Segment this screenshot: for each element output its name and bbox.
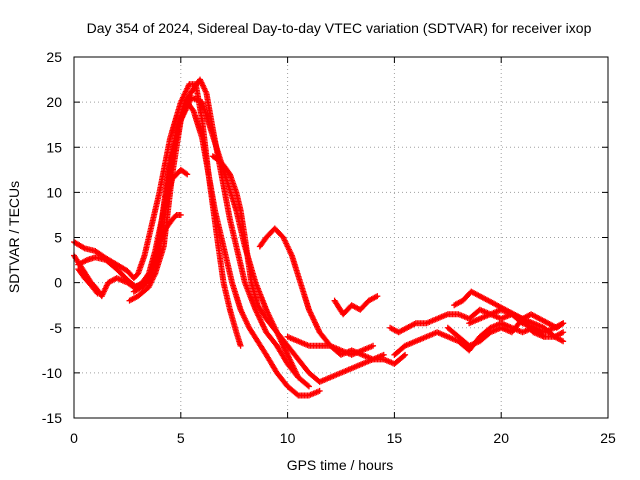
data-point: [540, 333, 547, 340]
axis-ticks: 0 5 10 15 20 25 -15 -10 -5 0 5 10 15 20 25: [42, 49, 616, 446]
data-point: [94, 290, 101, 297]
y-tick-label: 5: [54, 230, 62, 246]
x-tick-label: 0: [70, 430, 78, 446]
data-point: [80, 244, 87, 251]
data-point: [184, 171, 191, 178]
y-tick-label: -5: [50, 320, 63, 336]
y-tick-label: 25: [46, 49, 62, 65]
data-point: [380, 351, 387, 358]
x-tick-label: 5: [177, 430, 185, 446]
data-point: [560, 338, 567, 345]
data-point: [294, 391, 301, 398]
y-tick-label: 0: [54, 275, 62, 291]
y-tick-label: -15: [42, 410, 62, 426]
data-point: [316, 387, 323, 394]
data-point: [237, 342, 244, 349]
y-tick-label: 20: [46, 94, 62, 110]
y-axis-label: SDTVAR / TECUs: [6, 181, 22, 293]
data-point: [560, 320, 567, 327]
x-tick-label: 10: [280, 430, 296, 446]
data-point: [304, 382, 311, 389]
x-axis-label: GPS time / hours: [287, 457, 394, 473]
data-point: [151, 271, 158, 278]
data-point: [370, 342, 377, 349]
series-track-14: [444, 315, 567, 349]
data-point: [182, 170, 189, 177]
data-point: [295, 374, 302, 381]
chart-title: Day 354 of 2024, Sidereal Day-to-day VTE…: [87, 20, 592, 36]
data-point: [177, 211, 184, 218]
data-point: [402, 351, 409, 358]
series-track-4: [75, 266, 101, 297]
x-tick-label: 25: [600, 430, 616, 446]
data-point: [558, 321, 565, 328]
x-tick-label: 20: [493, 430, 509, 446]
x-tick-label: 15: [387, 430, 403, 446]
y-tick-label: 10: [46, 184, 62, 200]
grid-lines: [74, 57, 608, 418]
series-track-16: [466, 306, 547, 340]
data-point: [400, 352, 407, 359]
y-tick-label: -10: [42, 365, 62, 381]
series-track-15: [451, 288, 567, 331]
series-track-10: [284, 333, 377, 358]
y-tick-label: 15: [46, 139, 62, 155]
data-point: [374, 293, 381, 300]
data-point: [560, 329, 567, 336]
series-track-8: [209, 153, 409, 385]
data-markers: [71, 76, 567, 399]
data-point: [305, 383, 312, 390]
series-track-11: [331, 293, 381, 318]
